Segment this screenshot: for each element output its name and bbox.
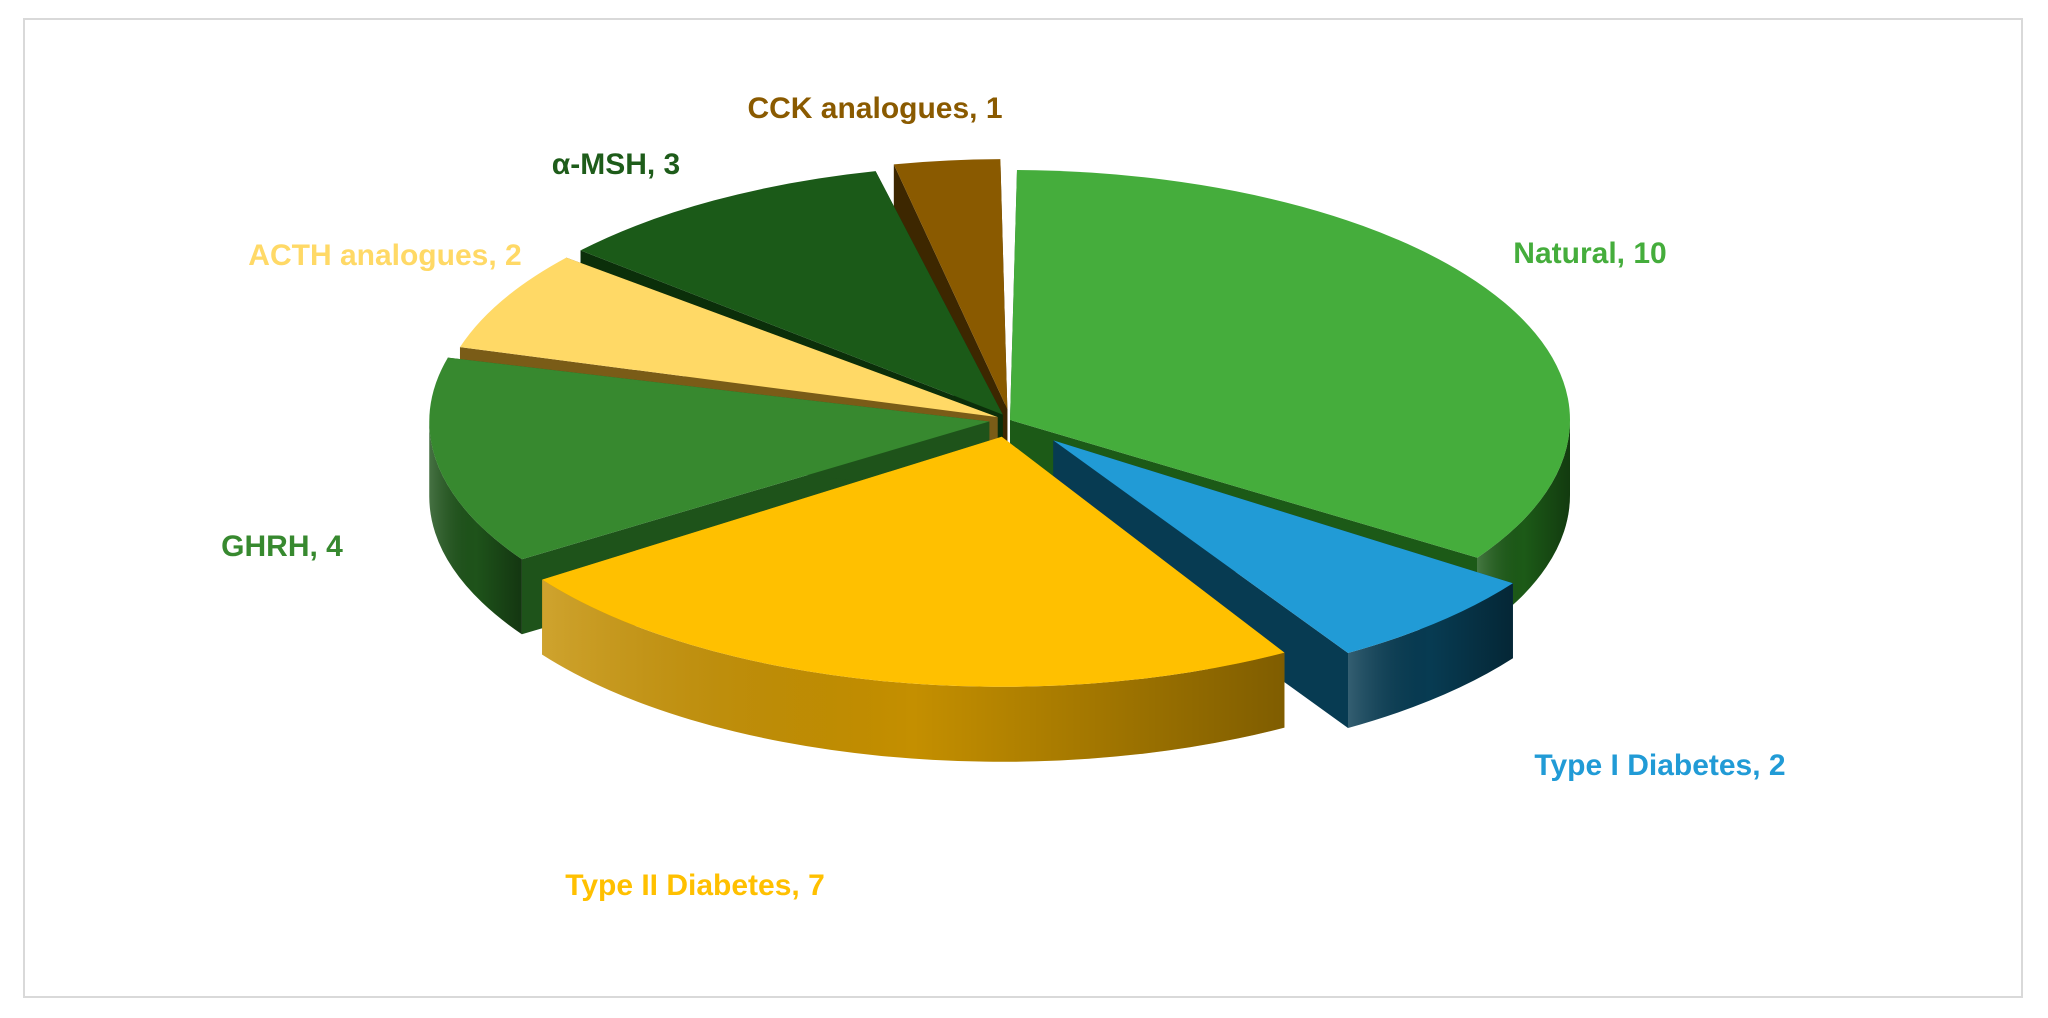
pie-slice-ghrh (429, 357, 990, 560)
data-label-type-i-diabetes: Type I Diabetes, 2 (1534, 749, 1785, 782)
pie-slice-cck-analogues (893, 159, 1008, 410)
data-label-msh: α-MSH, 3 (552, 148, 680, 181)
data-label-type-ii-diabetes: Type II Diabetes, 7 (565, 869, 825, 902)
pie-slices (429, 159, 1570, 687)
pie-side-type-i-diabetes-outer-shade-0 (1348, 583, 1513, 729)
data-label-natural: Natural, 10 (1513, 237, 1666, 270)
data-label-ghrh: GHRH, 4 (221, 530, 343, 563)
pie-labels: Natural, 10 Type I Diabetes, 2 Type II Dia… (221, 92, 1785, 902)
pie-slice-type-ii-diabetes (542, 436, 1285, 687)
data-label-acth-analogues: ACTH analogues, 2 (248, 239, 521, 272)
pie-slice-type-i-diabetes (1053, 440, 1513, 654)
pie-side-ghrh-outer-shade-0 (429, 421, 522, 635)
pie-side-type-ii-diabetes-outer-shade-0 (542, 579, 1285, 762)
pie-slice-msh (580, 171, 1003, 415)
pie-slice-natural (1010, 170, 1570, 558)
data-label-cck-analogues: CCK analogues, 1 (747, 92, 1002, 125)
pie-slice-acth-analogues (459, 257, 998, 418)
